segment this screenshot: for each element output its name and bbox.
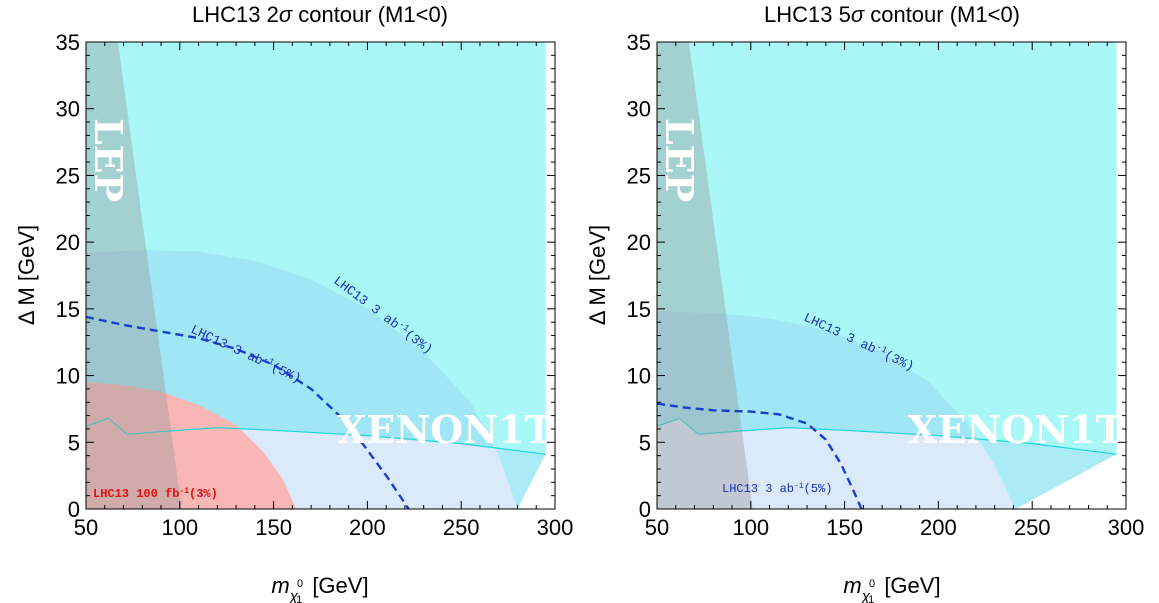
lhc13-3ab-5pct-dashed-curve [86, 315, 410, 509]
right-panel: LHC13 5σ contour (M1<0) LEP XENON1T LHC1… [585, 2, 1144, 603]
y-tick-label: 20 [627, 230, 651, 255]
xenon1t-boundary-line [657, 417, 1117, 455]
x-axis-label: mχ0 1 [GeV] [843, 573, 940, 603]
x-tick-label: 50 [645, 515, 669, 540]
lep-excluded-region [657, 42, 753, 509]
x-tick-label: 200 [920, 515, 957, 540]
y-tick-label: 5 [639, 430, 651, 455]
x-tick-label: 50 [74, 515, 98, 540]
panel-title: LHC13 5σ contour (M1<0) [764, 2, 1020, 27]
x-tick-label: 300 [1108, 515, 1145, 540]
plot-area [657, 42, 1117, 509]
xenon1t-boundary-line [86, 417, 546, 455]
x-axis-label: mχ0 1 [GeV] [271, 573, 368, 603]
y-tick-label: 0 [639, 497, 651, 522]
lhc13-3ab-3pct-region [86, 250, 546, 509]
y-axis-label: Δ M [GeV] [14, 225, 39, 325]
y-tick-label: 10 [627, 364, 651, 389]
axis-ticks: 50 100 150 200 250 300 0 5 10 15 20 25 30 35 [627, 30, 1145, 540]
lhc100-label: LHC13 100 fb-1(3%) [93, 487, 218, 502]
y-tick-label: 15 [627, 297, 651, 322]
x-tick-label: 200 [349, 515, 386, 540]
y-tick-label: 35 [627, 30, 651, 55]
x-tick-label: 250 [1014, 515, 1051, 540]
y-tick-label: 30 [627, 97, 651, 122]
x-tick-label: 300 [537, 515, 574, 540]
y-tick-label: 30 [56, 97, 80, 122]
x-tick-label: 250 [443, 515, 480, 540]
y-tick-label: 5 [68, 430, 80, 455]
y-tick-label: 20 [56, 230, 80, 255]
panel-title: LHC13 2σ contour (M1<0) [192, 2, 448, 27]
plot-frame [656, 41, 1127, 510]
lhc13-3ab-3pct-region [657, 311, 1117, 509]
lep-label: LEP [657, 118, 702, 202]
y-axis-label: Δ M [GeV] [585, 225, 610, 325]
lep-excluded-region [86, 42, 182, 509]
y-tick-label: 25 [627, 163, 651, 188]
xenon1t-label: XENON1T [337, 407, 553, 452]
y-tick-label: 15 [56, 297, 80, 322]
y-tick-label: 0 [68, 497, 80, 522]
x-tick-label: 100 [732, 515, 769, 540]
lhc13-100fb-region [86, 382, 297, 509]
axis-ticks: 50 100 150 200 250 300 0 5 10 15 20 25 30 35 [56, 30, 574, 540]
lep-label: LEP [86, 118, 131, 202]
left-panel: LHC13 2σ contour (M1<0) LEP XENON1T LHC1… [14, 2, 573, 603]
y-tick-label: 35 [56, 30, 80, 55]
plot-area [86, 42, 546, 509]
lhc13-3ab-5pct-dashed-curve [657, 402, 863, 509]
x-tick-label: 150 [826, 515, 863, 540]
curve-5pct-label: LHC13 3 ab-1(5%) [722, 482, 832, 497]
plot-frame [85, 41, 556, 510]
x-tick-label: 100 [161, 515, 198, 540]
x-tick-label: 150 [255, 515, 292, 540]
y-tick-label: 25 [56, 163, 80, 188]
y-tick-label: 10 [56, 364, 80, 389]
xenon1t-label: XENON1T [908, 407, 1124, 452]
